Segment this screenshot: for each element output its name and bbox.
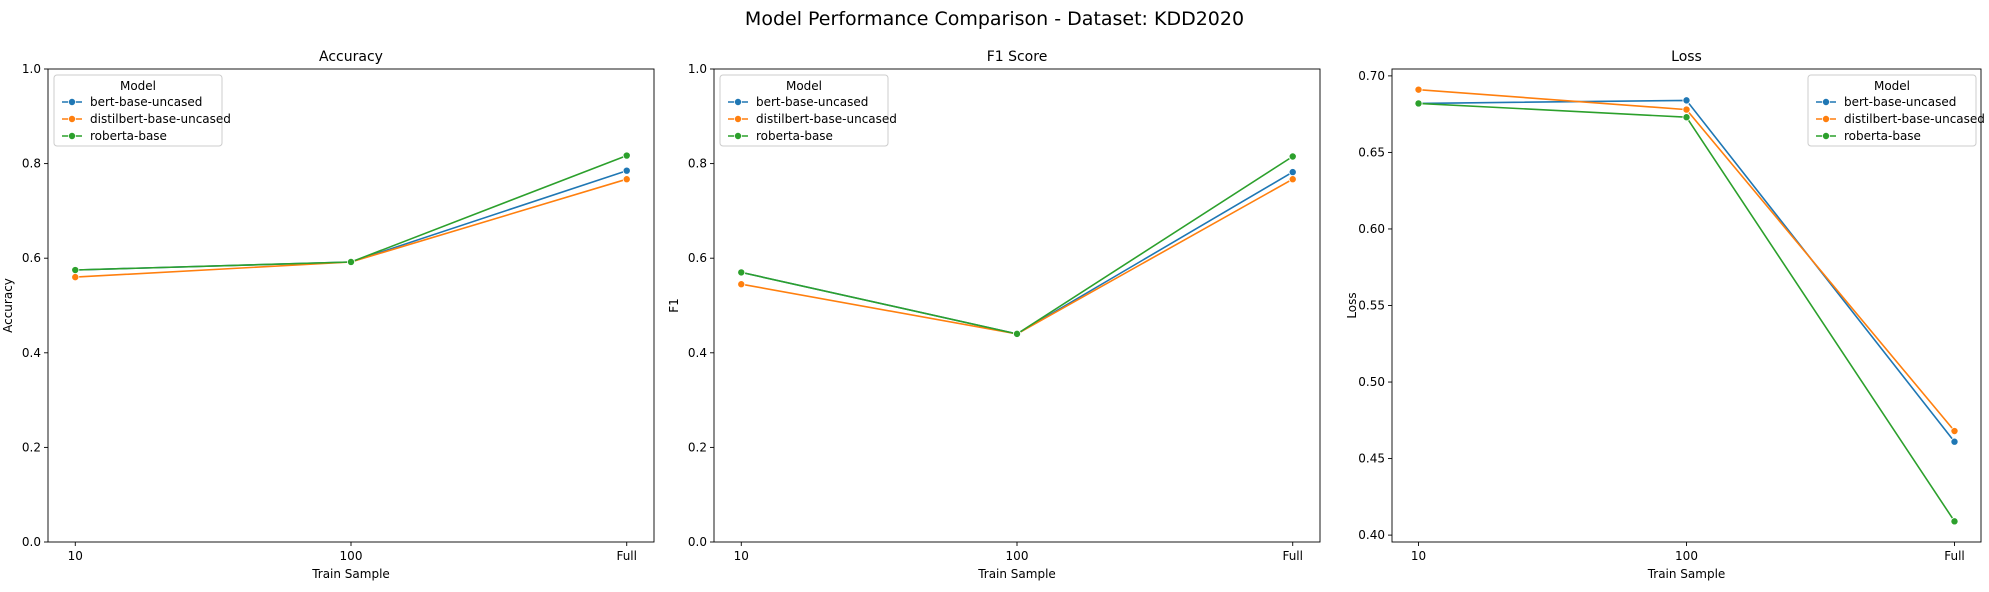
x-tick-label: Full <box>616 549 637 563</box>
legend-entry: bert-base-uncased <box>1844 95 1956 109</box>
chart-panel-1: Accuracy 0.0 0.2 0.4 0.6 0.8 1.0 10 100 Full Train… <box>1 49 655 581</box>
data-point-distilbert-base-uncased <box>1682 105 1691 114</box>
y-tick-label: 0.50 <box>1358 375 1385 389</box>
data-point-roberta-base <box>71 266 80 275</box>
data-point-roberta-base <box>622 151 631 160</box>
x-tick-label: 10 <box>734 549 749 563</box>
data-point-distilbert-base-uncased <box>1950 427 1959 436</box>
data-point-roberta-base <box>346 257 355 266</box>
y-tick-label: 1.0 <box>22 62 41 76</box>
y-tick-label: 0.8 <box>22 157 41 171</box>
y-tick-label: 0.8 <box>688 157 707 171</box>
data-point-roberta-base <box>737 268 746 277</box>
x-axis-label: Train Sample <box>977 567 1056 581</box>
legend-box <box>719 74 889 147</box>
series-line-bert-base-uncased <box>1418 99 1956 443</box>
y-tick-label: 0.4 <box>688 346 707 360</box>
legend-swatch-marker <box>734 115 743 124</box>
data-point-distilbert-base-uncased <box>71 273 80 282</box>
legend-swatch-marker <box>68 98 77 107</box>
chart-panel-3: Loss 0.40 0.45 0.50 0.55 0.60 0.65 0.70 10 100 Ful… <box>1345 49 1985 581</box>
panel-title: Loss <box>1671 49 1702 65</box>
x-tick-label: 100 <box>1006 549 1029 563</box>
x-tick-label: Full <box>1944 549 1965 563</box>
y-tick-label: 1.0 <box>688 62 707 76</box>
data-point-distilbert-base-uncased <box>737 280 746 289</box>
series-line-roberta-base <box>75 154 627 271</box>
legend-entry: distilbert-base-uncased <box>756 112 897 126</box>
y-tick-label: 0.6 <box>22 251 41 265</box>
series-line-distilbert-base-uncased <box>741 178 1294 335</box>
x-tick-label: 100 <box>340 549 363 563</box>
legend-swatch-marker <box>1822 98 1831 107</box>
x-tick-label: 10 <box>1411 549 1426 563</box>
data-point-bert-base-uncased <box>1288 168 1297 177</box>
legend-box <box>53 74 223 147</box>
legend-entry: bert-base-uncased <box>756 95 868 109</box>
legend-entry: roberta-base <box>756 129 833 143</box>
data-point-bert-base-uncased <box>1950 437 1959 446</box>
legend-swatch-marker <box>1822 131 1831 140</box>
data-point-roberta-base <box>1950 517 1959 526</box>
x-axis-label: Train Sample <box>1647 567 1726 581</box>
series-line-roberta-base <box>741 155 1294 335</box>
y-tick-label: 0.0 <box>688 535 707 549</box>
data-point-roberta-base <box>1682 113 1691 122</box>
legend-swatch-marker <box>734 98 743 107</box>
data-point-roberta-base <box>1013 329 1022 338</box>
legend-title: Model <box>1874 79 1910 93</box>
legend-swatch-marker <box>68 131 77 140</box>
legend-entry: bert-base-uncased <box>90 95 202 109</box>
y-tick-label: 0.0 <box>22 535 41 549</box>
series-line-bert-base-uncased <box>75 169 627 271</box>
legend-swatch-marker <box>734 131 743 140</box>
legend-title: Model <box>120 79 156 93</box>
legend: Model bert-base-uncased distilbert-base-un… <box>53 74 231 147</box>
data-point-bert-base-uncased <box>1682 96 1691 105</box>
legend-swatch-marker <box>68 115 77 124</box>
legend-box <box>1807 74 1977 147</box>
data-point-distilbert-base-uncased <box>622 175 631 184</box>
data-point-roberta-base <box>1288 152 1297 161</box>
legend-entry: roberta-base <box>1844 129 1921 143</box>
y-tick-label: 0.2 <box>688 440 707 454</box>
data-point-distilbert-base-uncased <box>1414 85 1423 94</box>
figure-title: Model Performance Comparison - Dataset: … <box>745 8 1244 30</box>
legend-entry: distilbert-base-uncased <box>90 112 231 126</box>
data-point-roberta-base <box>1414 99 1423 108</box>
y-tick-label: 0.2 <box>22 440 41 454</box>
y-tick-label: 0.45 <box>1358 452 1385 466</box>
y-tick-label: 0.4 <box>22 346 41 360</box>
y-tick-label: 0.55 <box>1358 299 1385 313</box>
x-tick-label: 100 <box>1675 549 1698 563</box>
y-tick-label: 0.70 <box>1358 69 1385 83</box>
legend: Model bert-base-uncased distilbert-base-un… <box>719 74 897 147</box>
y-tick-label: 0.65 <box>1358 145 1385 159</box>
x-axis-label: Train Sample <box>311 567 390 581</box>
panel-title: F1 Score <box>987 49 1048 65</box>
y-axis-label: Accuracy <box>1 278 15 333</box>
series-line-roberta-base <box>1418 102 1956 522</box>
legend: Model bert-base-uncased distilbert-base-un… <box>1807 74 1985 147</box>
legend-title: Model <box>786 79 822 93</box>
y-axis-label: Loss <box>1345 292 1359 318</box>
series-line-bert-base-uncased <box>741 171 1294 335</box>
y-tick-label: 0.40 <box>1358 528 1385 542</box>
y-tick-label: 0.6 <box>688 251 707 265</box>
y-tick-label: 0.60 <box>1358 222 1385 236</box>
x-tick-label: Full <box>1282 549 1303 563</box>
legend-entry: roberta-base <box>90 129 167 143</box>
chart-panels: Accuracy 0.0 0.2 0.4 0.6 0.8 1.0 10 100 Full Train… <box>1 49 1985 581</box>
chart-panel-2: F1 Score 0.0 0.2 0.4 0.6 0.8 1.0 10 100 Full Train… <box>667 49 1321 581</box>
y-axis-label: F1 <box>667 298 681 313</box>
legend-entry: distilbert-base-uncased <box>1844 112 1985 126</box>
legend-swatch-marker <box>1822 115 1831 124</box>
data-point-bert-base-uncased <box>622 166 631 175</box>
x-tick-label: 10 <box>68 549 83 563</box>
data-point-distilbert-base-uncased <box>1288 175 1297 184</box>
panel-title: Accuracy <box>319 49 383 65</box>
